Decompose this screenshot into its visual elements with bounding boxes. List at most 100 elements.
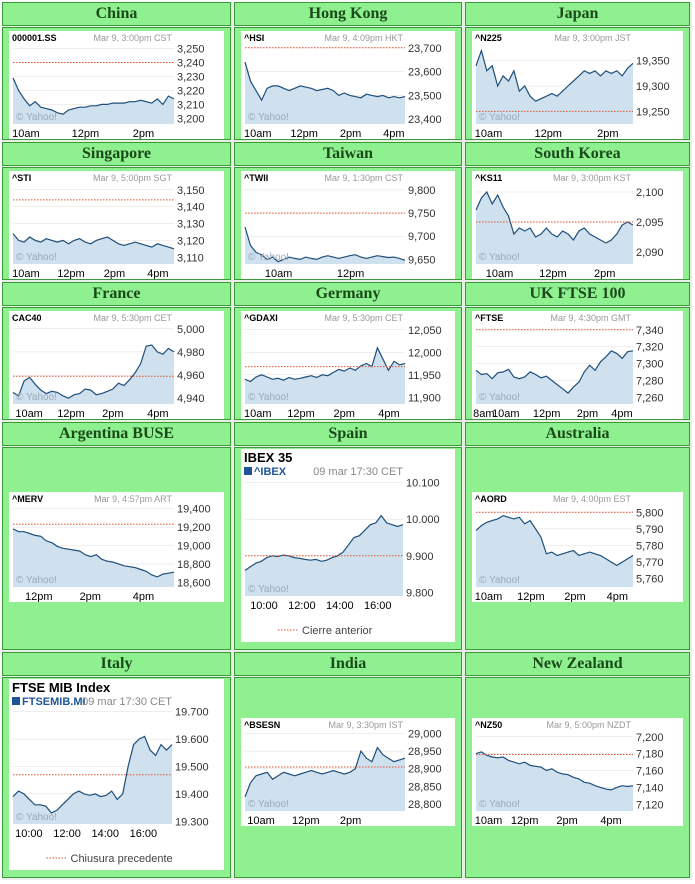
region-title-argentina-buse: Argentina BUSE bbox=[2, 422, 231, 446]
region-title-south-korea: South Korea bbox=[465, 142, 690, 166]
x-tick-label: 4pm bbox=[147, 408, 168, 419]
x-tick-label: 4pm bbox=[133, 591, 154, 602]
x-tick-label: 12pm bbox=[287, 408, 315, 419]
watermark: © Yahoo! bbox=[248, 252, 289, 263]
x-tick-label: 10:00 bbox=[250, 600, 278, 612]
panel-india: ^BSESN Mar 9, 3:30pm IST 29,000 28,950 28,90… bbox=[234, 677, 462, 878]
chart-taiwan[interactable]: ^TWII Mar 9, 1:30pm CST 9,800 9,750 9,700 9,6… bbox=[241, 171, 455, 279]
x-tick-label: 12pm bbox=[533, 408, 561, 419]
ticker-label: ^FTSE bbox=[475, 313, 503, 323]
watermark: © Yahoo! bbox=[16, 812, 57, 823]
series-area bbox=[476, 515, 633, 587]
x-tick-label: 10am bbox=[475, 815, 503, 826]
watermark: © Yahoo! bbox=[248, 799, 289, 810]
x-tick-label: 2pm bbox=[104, 268, 125, 279]
ticker-label: ^GDAXI bbox=[244, 313, 278, 323]
chart-south-korea[interactable]: ^KS11 Mar 9, 3:00pm KST 2,100 2,095 2,090 © Y… bbox=[472, 171, 683, 279]
y-tick-label: 11,900 bbox=[408, 392, 441, 404]
watermark: © Yahoo! bbox=[479, 575, 520, 586]
region-title-china: China bbox=[2, 2, 231, 26]
x-tick-label: 10am bbox=[12, 268, 40, 279]
series-line bbox=[475, 48, 634, 102]
y-tick-label: 3,110 bbox=[177, 252, 204, 264]
series-area bbox=[13, 77, 174, 124]
y-tick-label: 7,200 bbox=[636, 732, 664, 744]
chart-australia[interactable]: ^AORD Mar 9, 4:00pm EST 5,800 5,790 5,780 5,7… bbox=[472, 492, 683, 602]
y-tick-label: 9,750 bbox=[408, 208, 436, 220]
x-tick-label: 2pm bbox=[333, 408, 354, 419]
timestamp: Mar 9, 3:00pm KST bbox=[553, 173, 632, 183]
timestamp: Mar 9, 4:09pm HKT bbox=[324, 33, 403, 43]
y-tick-label: 9.800 bbox=[406, 587, 434, 599]
chart-china[interactable]: 000001.SS Mar 9, 3:00pm CST 3,250 3,240 3,23… bbox=[9, 31, 224, 139]
series-line bbox=[244, 346, 406, 383]
chart-germany[interactable]: ^GDAXI Mar 9, 5:30pm CET 12,050 12,000 11,95… bbox=[241, 311, 455, 419]
series-line bbox=[475, 514, 634, 567]
chart-new-zealand[interactable]: ^NZ50 Mar 9, 5:00pm NZDT 7,200 7,180 7,160 7,… bbox=[472, 718, 683, 826]
x-tick-label: 4pm bbox=[147, 268, 168, 279]
y-tick-label: 3,230 bbox=[177, 72, 205, 84]
x-tick-label: 12pm bbox=[534, 128, 562, 139]
panel-germany: ^GDAXI Mar 9, 5:30pm CET 12,050 12,000 11,95… bbox=[234, 307, 462, 420]
timestamp: Mar 9, 5:30pm CET bbox=[93, 313, 172, 323]
y-tick-label: 5,770 bbox=[636, 557, 664, 569]
ticker-label: ^TWII bbox=[244, 173, 268, 183]
x-tick-label: 10am bbox=[244, 408, 272, 419]
panel-spain: IBEX 35 ^IBEX 09 mar 17:30 CET 10.100 10.000… bbox=[234, 447, 462, 650]
x-tick-label: 4pm bbox=[607, 591, 628, 602]
x-tick-label: 2pm bbox=[556, 815, 577, 826]
y-tick-label: 23,700 bbox=[408, 43, 442, 55]
chart-india[interactable]: ^BSESN Mar 9, 3:30pm IST 29,000 28,950 28,90… bbox=[241, 718, 455, 826]
y-tick-label: 7,300 bbox=[636, 359, 664, 371]
x-tick-label: 2pm bbox=[133, 128, 154, 139]
x-tick-label: 2pm bbox=[564, 591, 585, 602]
y-tick-label: 7,260 bbox=[636, 392, 664, 404]
watermark: © Yahoo! bbox=[16, 575, 57, 586]
chart-uk-ftse-100[interactable]: ^FTSE Mar 9, 4:30pm GMT 7,340 7,320 7,300 7,2… bbox=[472, 311, 683, 419]
chart-argentina-buse[interactable]: ^MERV Mar 9, 4:57pm ART 19,400 19,200 19,000… bbox=[9, 492, 224, 602]
x-tick-label: 10am bbox=[492, 408, 520, 419]
x-tick-label: 8am bbox=[473, 408, 494, 419]
chart-france[interactable]: CAC40 Mar 9, 5:30pm CET 5,000 4,980 4,960 4,9… bbox=[9, 311, 224, 419]
y-tick-label: 28,800 bbox=[408, 799, 442, 811]
series-line bbox=[475, 751, 634, 791]
panel-australia: ^AORD Mar 9, 4:00pm EST 5,800 5,790 5,780 5,7… bbox=[465, 447, 690, 650]
y-tick-label: 3,140 bbox=[177, 202, 205, 214]
y-tick-label: 19,350 bbox=[636, 56, 670, 68]
timestamp: Mar 9, 3:00pm JST bbox=[554, 33, 631, 43]
chart-singapore[interactable]: ^STI Mar 9, 5:00pm SGT 3,150 3,140 3,130 3,12… bbox=[9, 171, 224, 279]
series-area bbox=[245, 62, 405, 124]
timestamp: 09 mar 17:30 CET bbox=[82, 696, 172, 708]
region-title-australia: Australia bbox=[465, 422, 690, 446]
y-tick-label: 9,800 bbox=[408, 185, 436, 197]
panel-new-zealand: ^NZ50 Mar 9, 5:00pm NZDT 7,200 7,180 7,160 7,… bbox=[465, 677, 690, 878]
timestamp: Mar 9, 3:30pm IST bbox=[328, 720, 403, 730]
chart-japan[interactable]: ^N225 Mar 9, 3:00pm JST 19,350 19,300 19,250… bbox=[472, 31, 683, 139]
y-tick-label: 18,800 bbox=[177, 559, 211, 571]
y-tick-label: 5,790 bbox=[636, 524, 664, 536]
timestamp: Mar 9, 5:00pm NZDT bbox=[546, 720, 631, 730]
ticker-label: ^NZ50 bbox=[475, 720, 502, 730]
x-tick-label: 10am bbox=[475, 128, 503, 139]
y-tick-label: 19.600 bbox=[175, 734, 209, 746]
y-tick-label: 7,340 bbox=[636, 325, 664, 337]
x-tick-label: 12pm bbox=[517, 591, 545, 602]
chart-hong-kong[interactable]: ^HSI Mar 9, 4:09pm HKT 23,700 23,600 23,500 2… bbox=[241, 31, 455, 139]
y-tick-label: 3,150 bbox=[177, 185, 205, 197]
x-tick-label: 4pm bbox=[383, 128, 404, 139]
x-tick-label: 12pm bbox=[292, 815, 320, 826]
series-area bbox=[476, 751, 633, 811]
x-tick-label: 10am bbox=[244, 128, 272, 139]
chart-title: FTSE MIB Index bbox=[12, 680, 111, 695]
y-tick-label: 19,250 bbox=[636, 106, 670, 118]
series-line bbox=[244, 746, 406, 798]
y-tick-label: 2,100 bbox=[636, 187, 664, 199]
y-tick-label: 12,000 bbox=[408, 347, 442, 359]
region-title-germany: Germany bbox=[234, 282, 462, 306]
x-tick-label: 16:00 bbox=[364, 600, 392, 612]
panel-taiwan: ^TWII Mar 9, 1:30pm CST 9,800 9,750 9,700 9,6… bbox=[234, 167, 462, 280]
series-area bbox=[245, 515, 403, 596]
